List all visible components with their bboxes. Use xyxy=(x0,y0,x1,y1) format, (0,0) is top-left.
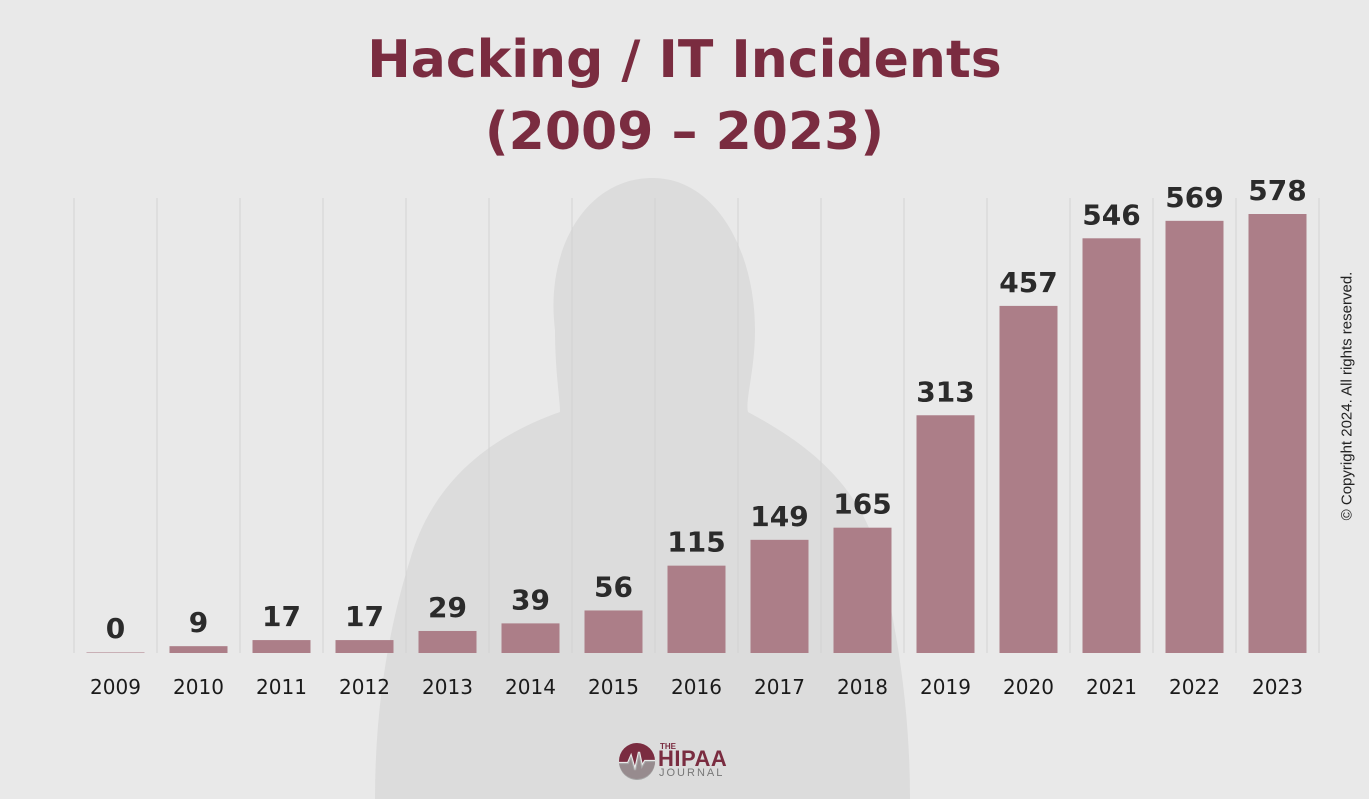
data-labels: 0 9 17 17 29 39 56 115 149 165 313 457 546 569 578 xyxy=(106,174,1307,645)
data-label-2023: 578 xyxy=(1248,174,1306,207)
bar-2020 xyxy=(999,305,1058,653)
data-label-2010: 9 xyxy=(189,606,208,639)
x-tick-2019: 2019 xyxy=(920,675,971,699)
data-label-2015: 56 xyxy=(594,570,633,603)
x-tick-2009: 2009 xyxy=(90,675,141,699)
bar-2009 xyxy=(86,652,145,653)
logo-hipaa: HIPAA xyxy=(658,746,728,771)
logo-journal: JOURNAL xyxy=(659,767,725,779)
bar-2018 xyxy=(833,527,892,653)
x-tick-2020: 2020 xyxy=(1003,675,1054,699)
data-label-2019: 313 xyxy=(916,375,974,408)
x-tick-2023: 2023 xyxy=(1252,675,1303,699)
bar-2015 xyxy=(584,610,643,653)
bar-2010 xyxy=(169,646,228,653)
x-tick-2010: 2010 xyxy=(173,675,224,699)
data-label-2018: 165 xyxy=(833,488,891,521)
logo-the: THE xyxy=(660,742,676,751)
data-label-2017: 149 xyxy=(750,500,808,533)
chart-title: Hacking / IT Incidents xyxy=(367,30,1002,90)
data-label-2009: 0 xyxy=(106,612,125,645)
data-label-2021: 546 xyxy=(1082,198,1140,231)
x-tick-2015: 2015 xyxy=(588,675,639,699)
hipaa-journal-logo: THE HIPAA JOURNAL xyxy=(618,742,758,782)
data-label-2012: 17 xyxy=(345,600,384,633)
bars xyxy=(86,214,1307,654)
bar-2019 xyxy=(916,415,975,653)
copyright-notice: © Copyright 2024. All rights reserved. xyxy=(1338,271,1356,521)
bar-2012 xyxy=(335,640,394,653)
chart-subtitle: (2009 – 2023) xyxy=(484,102,885,162)
data-label-2016: 115 xyxy=(667,526,725,559)
x-tick-2016: 2016 xyxy=(671,675,722,699)
x-tick-2021: 2021 xyxy=(1086,675,1137,699)
bar-2014 xyxy=(501,623,560,653)
bar-2017 xyxy=(750,539,809,653)
x-tick-2017: 2017 xyxy=(754,675,805,699)
gridlines xyxy=(73,198,1320,653)
x-tick-2011: 2011 xyxy=(256,675,307,699)
data-label-2020: 457 xyxy=(999,266,1057,299)
person-silhouette xyxy=(375,177,910,799)
bar-2021 xyxy=(1082,238,1141,653)
bar-2013 xyxy=(418,630,477,653)
data-label-2013: 29 xyxy=(428,591,467,624)
x-tick-2022: 2022 xyxy=(1169,675,1220,699)
bar-2011 xyxy=(252,640,311,653)
x-tick-2012: 2012 xyxy=(339,675,390,699)
bar-2022 xyxy=(1165,220,1224,654)
logo-mark-icon xyxy=(619,743,656,780)
data-label-2022: 569 xyxy=(1165,181,1223,214)
x-tick-2018: 2018 xyxy=(837,675,888,699)
x-tick-2013: 2013 xyxy=(422,675,473,699)
x-tick-2014: 2014 xyxy=(505,675,556,699)
data-label-2011: 17 xyxy=(262,600,301,633)
bar-2016 xyxy=(667,565,726,653)
data-label-2014: 39 xyxy=(511,583,550,616)
bar-2023 xyxy=(1248,214,1307,653)
x-tick-labels: 2009 2010 2011 2012 2013 2014 2015 2016 2017 2018… xyxy=(90,675,1303,699)
